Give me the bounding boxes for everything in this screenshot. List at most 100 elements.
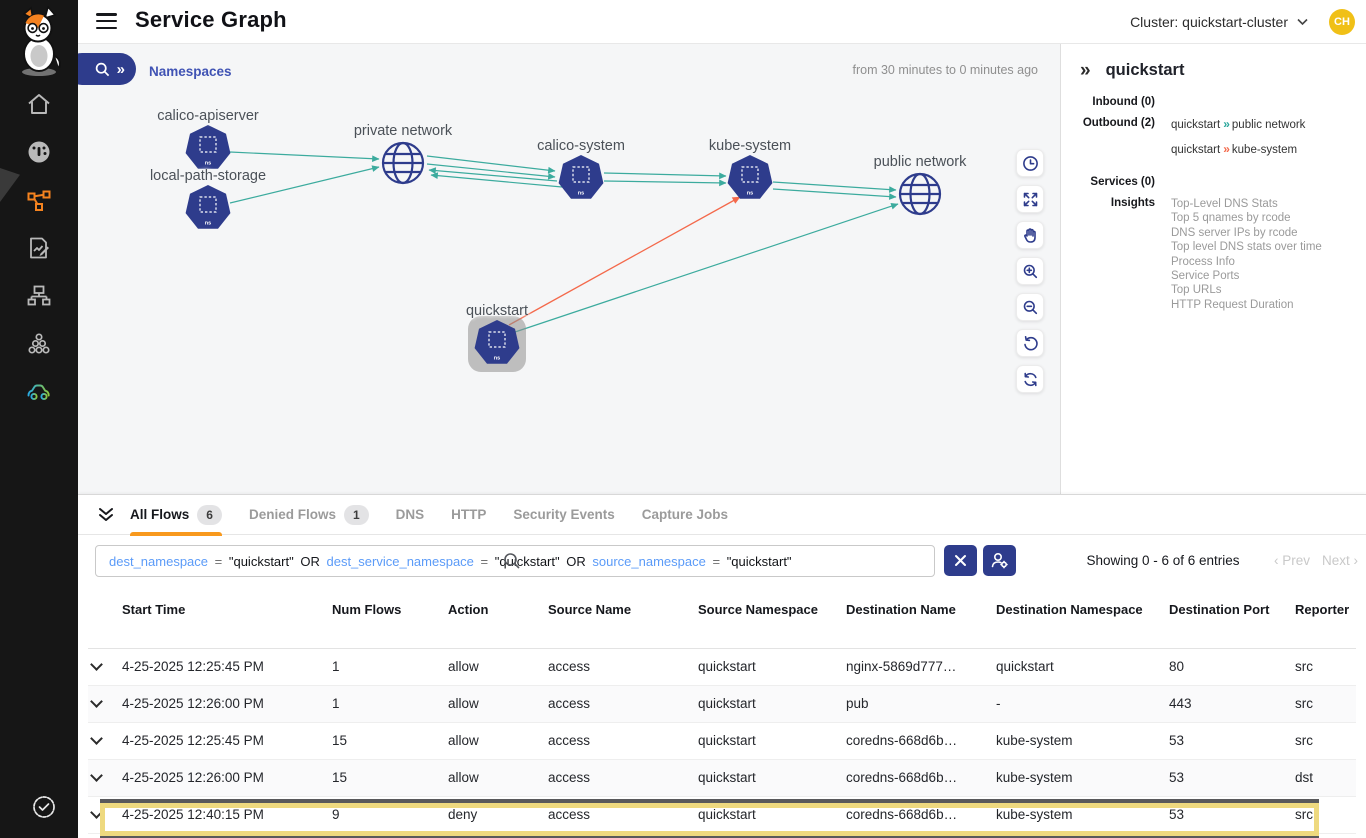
flows-table: Start Time Num Flows Action Source Name … <box>88 592 1356 834</box>
service-graph-canvas: ns ns ns ns ns <box>66 44 1060 494</box>
insight-link[interactable]: Top level DNS stats over time <box>1171 241 1322 254</box>
node-kube-system[interactable]: ns <box>727 155 773 199</box>
tab-security-events[interactable]: Security Events <box>513 507 615 522</box>
network-topology-icon[interactable] <box>26 283 52 309</box>
tab-http[interactable]: HTTP <box>451 507 487 522</box>
node-label: local-path-storage <box>149 168 267 184</box>
node-public-network[interactable] <box>898 172 942 216</box>
inbound-label: Inbound (0) <box>1092 96 1155 108</box>
outbound-entry[interactable]: quickstart» public network <box>1171 117 1306 131</box>
clear-filter-button[interactable] <box>944 545 977 576</box>
insights-label: Insights <box>1110 197 1155 209</box>
node-private-network[interactable] <box>381 141 425 185</box>
svg-text:ns: ns <box>205 161 211 167</box>
node-label: quickstart <box>465 303 529 319</box>
service-graph-icon[interactable] <box>26 187 52 213</box>
prev-button[interactable]: ‹ Prev <box>1273 553 1310 568</box>
node-label: calico-system <box>537 138 625 154</box>
sidebar <box>0 0 78 838</box>
svg-text:ns: ns <box>205 221 211 227</box>
showing-entries-label: Showing 0 - 6 of 6 entries <box>1086 553 1240 568</box>
top-bar: Service Graph Cluster: quickstart-cluste… <box>78 0 1366 44</box>
table-row[interactable]: 4-25-2025 12:26:00 PM 1 allow access qui… <box>88 685 1356 723</box>
row-expand-icon[interactable] <box>90 732 103 745</box>
insight-link[interactable]: Top URLs <box>1171 284 1222 297</box>
time-button[interactable] <box>1016 149 1044 177</box>
flow-chevrons-icon: » <box>1223 117 1230 131</box>
chevron-down-icon <box>1297 18 1308 26</box>
tab-denied-flows[interactable]: Denied Flows 1 <box>249 495 369 535</box>
tab-all-flows[interactable]: All Flows 6 <box>130 495 222 536</box>
graph-edge-denied[interactable] <box>508 196 741 326</box>
verified-badge-icon[interactable] <box>31 794 57 820</box>
svg-text:ns: ns <box>747 191 753 197</box>
dashboard-gauge-icon[interactable] <box>26 139 52 165</box>
graph-svg: ns ns ns ns ns <box>185 125 942 372</box>
search-icon[interactable] <box>503 552 521 570</box>
user-settings-button[interactable] <box>983 545 1016 576</box>
fit-screen-button[interactable] <box>1016 185 1044 213</box>
reports-icon[interactable] <box>26 235 52 261</box>
sidebar-corner-flag <box>0 168 20 202</box>
time-range-label: from 30 minutes to 0 minutes ago <box>852 63 1038 77</box>
flow-chevrons-icon: » <box>1223 142 1230 156</box>
user-gear-icon <box>991 552 1008 569</box>
graph-edges-allowed <box>229 151 899 333</box>
avatar[interactable]: CH <box>1329 9 1355 35</box>
breadcrumb[interactable]: Namespaces <box>149 64 232 79</box>
zoom-in-button[interactable] <box>1016 257 1044 285</box>
node-calico-system[interactable]: ns <box>558 155 604 199</box>
home-icon[interactable] <box>26 91 52 117</box>
zoom-out-button[interactable] <box>1016 293 1044 321</box>
row-expand-icon[interactable] <box>90 658 103 671</box>
refresh-button[interactable] <box>1016 365 1044 393</box>
flows-panel: All Flows 6 Denied Flows 1 DNS HTTP Secu… <box>78 494 1366 838</box>
tab-dns[interactable]: DNS <box>395 507 425 522</box>
undo-button[interactable] <box>1016 329 1044 357</box>
pan-hand-button[interactable] <box>1016 221 1044 249</box>
close-icon <box>955 555 966 566</box>
insight-link[interactable]: Service Ports <box>1171 270 1240 283</box>
col-source-namespace: Source Namespace <box>698 592 846 649</box>
svg-text:ns: ns <box>578 191 584 197</box>
node-local-path-storage[interactable]: ns <box>185 185 231 229</box>
collapse-panel-icon[interactable] <box>96 505 116 525</box>
calico-cat-logo-icon <box>11 5 67 78</box>
table-row[interactable]: 4-25-2025 12:25:45 PM 1 allow access qui… <box>88 648 1356 686</box>
details-title: quickstart <box>1105 61 1185 79</box>
tab-capture-jobs[interactable]: Capture Jobs <box>641 507 728 522</box>
svg-text:ns: ns <box>494 356 500 362</box>
filter-row: dest_namespace = "quickstart" OR dest_se… <box>78 535 1366 589</box>
node-label: kube-system <box>708 138 792 154</box>
table-row[interactable]: 4-25-2025 12:26:00 PM 15 allow access qu… <box>88 759 1356 797</box>
insight-link[interactable]: Top-Level DNS Stats <box>1171 198 1278 210</box>
insight-link[interactable]: HTTP Request Duration <box>1171 298 1294 311</box>
row-expand-icon[interactable] <box>90 695 103 708</box>
node-details-panel: » quickstart Inbound (0) Outbound (2) qu… <box>1060 44 1366 494</box>
insight-link[interactable]: Top 5 qnames by rcode <box>1171 212 1291 225</box>
cluster-selector[interactable]: Cluster: quickstart-cluster <box>1130 0 1308 44</box>
compliance-car-icon[interactable] <box>26 378 52 404</box>
panel-collapse-icon[interactable]: » <box>1080 60 1091 81</box>
col-destination-port: Destination Port <box>1169 592 1295 649</box>
table-row-highlighted[interactable]: 4-25-2025 12:40:15 PM 9 deny access quic… <box>88 796 1356 834</box>
node-calico-apiserver[interactable]: ns <box>185 125 231 169</box>
next-button[interactable]: Next › <box>1321 553 1358 568</box>
search-icon <box>95 62 109 76</box>
hamburger-menu-icon[interactable] <box>96 13 117 30</box>
services-label: Services (0) <box>1090 176 1155 188</box>
node-quickstart[interactable]: ns <box>474 320 520 364</box>
clusters-icon[interactable] <box>26 331 52 357</box>
row-expand-icon[interactable] <box>90 769 103 782</box>
table-header-row: Start Time Num Flows Action Source Name … <box>88 592 1356 649</box>
insight-link[interactable]: DNS server IPs by rcode <box>1171 226 1298 239</box>
row-expand-icon[interactable] <box>90 806 103 819</box>
insight-link[interactable]: Process Info <box>1171 255 1235 268</box>
col-source-name: Source Name <box>548 592 698 649</box>
outbound-entry[interactable]: quickstart» kube-system <box>1171 142 1298 156</box>
flows-tab-bar: All Flows 6 Denied Flows 1 DNS HTTP Secu… <box>78 495 1366 536</box>
table-row[interactable]: 4-25-2025 12:25:45 PM 15 allow access qu… <box>88 722 1356 760</box>
pagination: ‹ Prev Next › <box>1274 553 1358 568</box>
node-label: calico-apiserver <box>157 108 259 124</box>
